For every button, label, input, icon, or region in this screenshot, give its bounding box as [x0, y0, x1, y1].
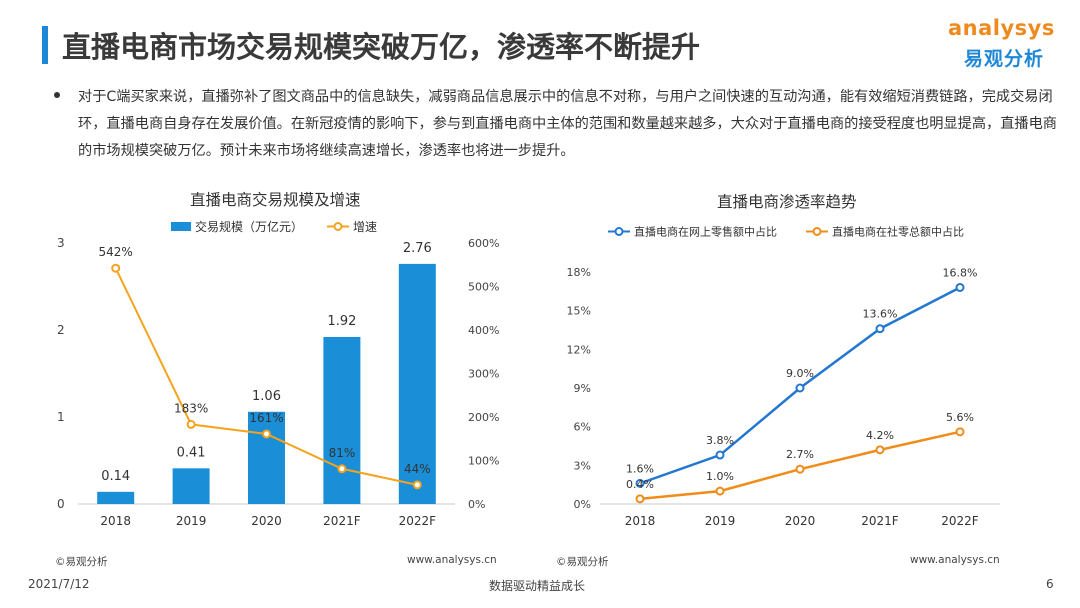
series-value-label: 2.7%	[786, 448, 814, 461]
legend-swatch-bar	[171, 222, 191, 231]
y-axis-tick: 6%	[574, 421, 591, 434]
right-axis-tick: 600%	[468, 237, 499, 250]
bar-value-label: 0.14	[101, 469, 130, 484]
title-accent-bar	[42, 26, 48, 64]
logo-english: analysys	[948, 16, 1055, 40]
series-point	[795, 464, 805, 474]
series-point	[875, 445, 885, 455]
left-url: www.analysys.cn	[407, 554, 497, 566]
left-axis-tick: 3	[57, 236, 65, 250]
right-axis-tick: 100%	[468, 455, 499, 468]
bar	[172, 468, 210, 504]
series-value-label: 1.0%	[706, 470, 734, 483]
bar-value-label: 1.92	[327, 314, 356, 329]
left-axis-tick: 1	[57, 410, 65, 424]
series-value-label: 1.6%	[626, 462, 654, 475]
y-axis-tick: 3%	[574, 459, 591, 472]
series-value-label: 4.2%	[866, 429, 894, 442]
series-value-label: 13.6%	[863, 308, 898, 321]
series-point	[875, 324, 885, 334]
y-axis-tick: 15%	[567, 305, 591, 318]
series-point	[955, 282, 965, 292]
legend-marker-line	[614, 227, 624, 236]
x-axis-label: 2022F	[941, 514, 979, 528]
y-axis-tick: 18%	[567, 266, 591, 279]
bar	[398, 263, 436, 504]
legend-marker-line	[812, 227, 822, 236]
growth-point	[186, 419, 196, 429]
left-axis-tick: 0	[57, 497, 65, 511]
growth-value-label: 183%	[174, 401, 208, 415]
series-point	[715, 486, 725, 496]
footer-slogan: 数据驱动精益成长	[489, 579, 586, 593]
right-axis-tick: 500%	[468, 281, 499, 294]
series-value-label: 3.8%	[706, 434, 734, 447]
brand-logo: analysys 易观分析	[948, 16, 1058, 72]
legend-marker-line	[333, 222, 343, 231]
x-axis-label: 2018	[100, 514, 131, 528]
logo-chinese: 易观分析	[964, 48, 1045, 70]
legend-label-line: 直播电商在网上零售额中占比	[634, 225, 777, 239]
series-value-label: 0.4%	[626, 478, 654, 491]
left-axis-tick: 2	[57, 323, 65, 337]
right-url: www.analysys.cn	[910, 554, 1000, 566]
bar-value-label: 0.41	[177, 445, 206, 460]
x-axis-label: 2022F	[399, 514, 437, 528]
right-axis-tick: 300%	[468, 368, 499, 381]
bar	[248, 411, 285, 504]
series-point	[715, 450, 725, 460]
page-number: 6	[1046, 577, 1054, 591]
bar-value-label: 2.76	[403, 241, 432, 256]
growth-value-label: 161%	[249, 411, 283, 425]
series-point	[955, 427, 965, 437]
series-value-label: 5.6%	[946, 411, 974, 424]
x-axis-label: 2020	[251, 514, 282, 528]
right-chart-title: 直播电商渗透率趋势	[717, 193, 857, 211]
x-axis-label: 2021F	[861, 514, 899, 528]
bar	[97, 491, 135, 504]
series-value-label: 16.8%	[943, 266, 978, 279]
right-axis-tick: 400%	[468, 324, 499, 337]
growth-value-label: 81%	[329, 446, 356, 460]
x-axis-label: 2019	[705, 514, 736, 528]
left-source: ©易观分析	[55, 556, 108, 568]
bullet-dot	[54, 92, 60, 98]
y-axis-tick: 9%	[574, 382, 591, 395]
y-axis-tick: 0%	[574, 498, 591, 511]
summary-paragraph: 对于C端买家来说，直播弥补了图文商品中的信息缺失，减弱商品信息展示中的信息不对称…	[78, 89, 1057, 159]
growth-point	[412, 480, 422, 490]
series-point	[795, 383, 805, 393]
y-axis-tick: 12%	[567, 343, 591, 356]
growth-point	[262, 429, 271, 439]
x-axis-label: 2021F	[323, 514, 361, 528]
right-source: ©易观分析	[556, 556, 609, 568]
bar-value-label: 1.06	[252, 389, 281, 404]
series-point	[635, 494, 645, 504]
x-axis-label: 2019	[176, 514, 207, 528]
series-value-label: 9.0%	[786, 367, 814, 380]
growth-value-label: 542%	[99, 245, 133, 259]
legend-label-bar: 交易规模（万亿元）	[195, 219, 303, 234]
legend-label-line: 增速	[353, 220, 377, 234]
right-axis-tick: 200%	[468, 411, 499, 424]
growth-value-label: 44%	[404, 462, 431, 476]
growth-point	[337, 464, 347, 474]
x-axis-label: 2018	[625, 514, 656, 528]
footer-date: 2021/7/12	[28, 577, 90, 591]
bar	[323, 336, 361, 504]
series-point	[635, 478, 645, 488]
legend-label-line: 直播电商在社零总额中占比	[832, 225, 964, 239]
page-title: 直播电商市场交易规模突破万亿，渗透率不断提升	[62, 30, 701, 64]
growth-point	[111, 263, 121, 273]
x-axis-label: 2020	[785, 514, 816, 528]
left-chart-title: 直播电商交易规模及增速	[190, 191, 361, 209]
right-axis-tick: 0%	[468, 498, 485, 511]
